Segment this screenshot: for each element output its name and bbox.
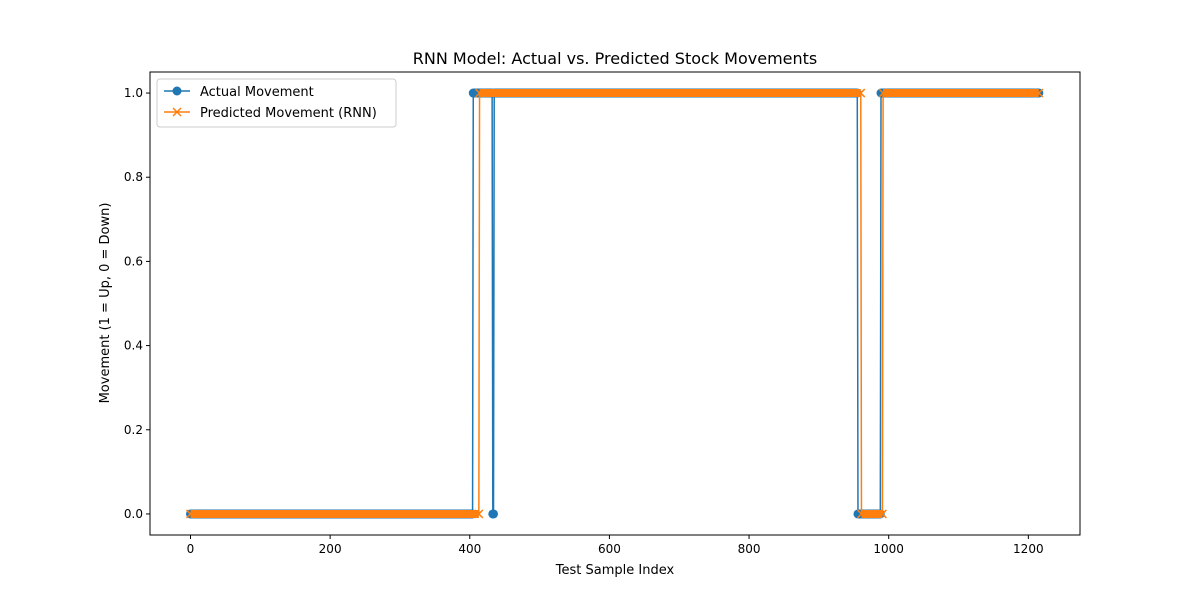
x-tick-label: 200 <box>319 542 342 556</box>
y-tick-label: 1.0 <box>124 86 143 100</box>
chart-title: RNN Model: Actual vs. Predicted Stock Mo… <box>413 49 818 68</box>
y-tick-label: 0.0 <box>124 507 143 521</box>
x-axis: 0 200 400 600 800 1000 1200 <box>187 535 1044 556</box>
y-axis: 0.0 0.2 0.4 0.6 0.8 1.0 <box>124 86 150 521</box>
y-tick-label: 0.4 <box>124 339 143 353</box>
series-marker <box>1034 88 1044 98</box>
series-marker <box>856 88 866 98</box>
plot-area <box>149 71 1081 536</box>
x-tick-label: 800 <box>738 542 761 556</box>
x-tick-label: 0 <box>187 542 195 556</box>
x-tick-label: 400 <box>458 542 481 556</box>
legend-box <box>156 78 397 128</box>
y-tick-label: 0.8 <box>124 170 143 184</box>
y-axis-label: Movement (1 = Up, 0 = Down) <box>98 203 113 404</box>
series-marker <box>475 88 485 98</box>
series-predicted <box>185 88 1044 519</box>
legend-actual-marker-icon <box>172 86 182 96</box>
x-tick-label: 600 <box>598 542 621 556</box>
legend-predicted-marker-icon <box>172 107 182 117</box>
x-axis-label: Test Sample Index <box>555 563 675 578</box>
series-line <box>190 92 1039 515</box>
series-marker <box>474 509 484 519</box>
series-marker <box>185 509 196 519</box>
legend-actual-label: Actual Movement <box>200 85 314 100</box>
y-tick-label: 0.6 <box>124 254 143 268</box>
axes-frame <box>149 71 1081 536</box>
series-marker <box>856 509 866 519</box>
y-tick-label: 0.2 <box>124 423 143 437</box>
x-tick-label: 1000 <box>873 542 904 556</box>
legend-predicted-label: Predicted Movement (RNN) <box>200 106 377 121</box>
series-line <box>190 92 1039 515</box>
x-tick-label: 1200 <box>1013 542 1044 556</box>
series-marker <box>877 509 887 519</box>
series-layer <box>185 88 1044 519</box>
legend: Actual Movement Predicted Movement (RNN) <box>156 78 397 128</box>
series-marker <box>878 88 888 98</box>
